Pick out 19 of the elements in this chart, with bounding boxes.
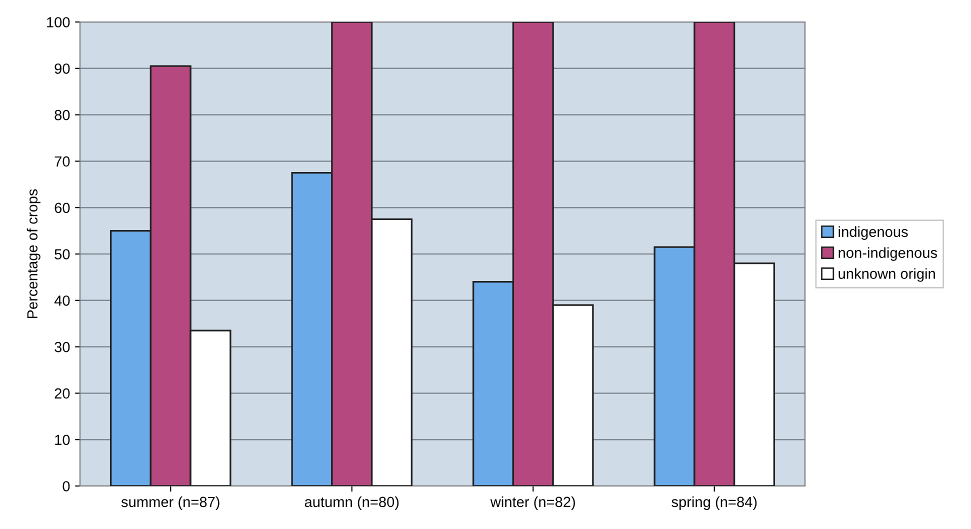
y-tick-label: 60 [54, 202, 70, 214]
y-tick-label: 40 [54, 296, 70, 306]
y-tick-label: 100 [47, 17, 70, 28]
y-tick-label: 70 [54, 156, 70, 167]
legend-label: indigenous [838, 226, 908, 240]
y-tick-label: 80 [54, 110, 70, 120]
x-tick-label: summer (n=87) [121, 496, 220, 510]
y-tick-label: 10 [55, 434, 70, 446]
x-tick-label: spring (n=84) [672, 496, 757, 510]
y-axis-title: Percentage of crops [26, 189, 40, 318]
y-tick-label: 30 [54, 342, 70, 352]
x-tick-label: winter (n=82) [490, 496, 575, 510]
y-tick-label: 50 [54, 249, 70, 260]
x-tick-label: autumn (n=80) [304, 496, 399, 510]
y-tick-label: 0 [62, 481, 70, 492]
legend-label: non-indigenous [838, 247, 937, 261]
legend-label: unknown origin [838, 268, 935, 282]
y-tick-label: 20 [54, 388, 70, 399]
y-tick-label: 90 [54, 64, 70, 74]
